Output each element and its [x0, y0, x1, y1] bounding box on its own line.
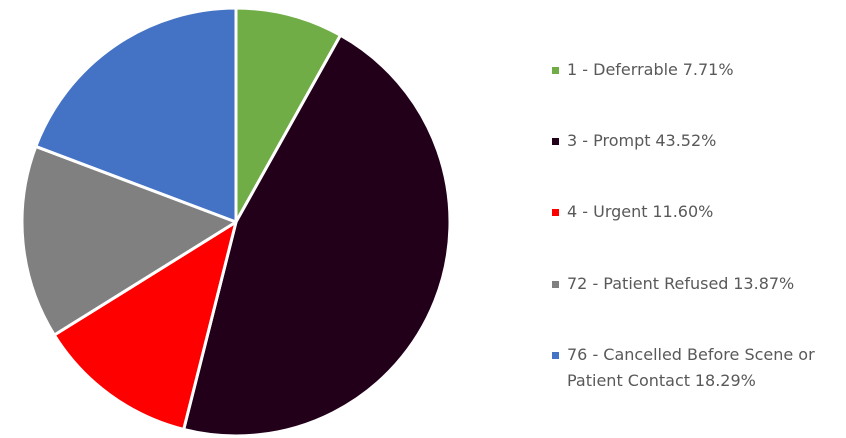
legend-item: 3 - Prompt 43.52%	[552, 128, 842, 154]
legend-label: 1 - Deferrable	[567, 60, 678, 79]
legend-swatch	[552, 67, 559, 74]
legend-label: 4 - Urgent	[567, 202, 648, 221]
legend-value: 13.87%	[733, 274, 795, 293]
pie-slice	[52, 220, 238, 432]
legend-value: 7.71%	[682, 60, 734, 79]
legend-text: 4 - Urgent 11.60%	[567, 199, 837, 225]
legend-label: 76 - Cancelled Before Scene or Patient C…	[567, 345, 815, 390]
legend-label: 72 - Patient Refused	[567, 274, 729, 293]
pie-slice	[20, 144, 238, 337]
legend-text: 1 - Deferrable 7.71%	[567, 57, 837, 83]
legend-item: 4 - Urgent 11.60%	[552, 199, 842, 225]
legend-text: 72 - Patient Refused 13.87%	[567, 271, 837, 297]
legend-swatch	[552, 281, 559, 288]
legend-value: 18.29%	[694, 371, 756, 390]
legend-value: 11.60%	[652, 202, 714, 221]
pie-slice	[182, 33, 452, 438]
pie-slice	[234, 6, 342, 224]
pie-slice	[34, 6, 238, 224]
legend-item: 76 - Cancelled Before Scene or Patient C…	[552, 342, 842, 394]
legend-text: 76 - Cancelled Before Scene or Patient C…	[567, 342, 817, 394]
legend-label: 3 - Prompt	[567, 131, 651, 150]
legend-item: 1 - Deferrable 7.71%	[552, 57, 842, 83]
legend-swatch	[552, 209, 559, 216]
legend-swatch	[552, 352, 559, 359]
legend-text: 3 - Prompt 43.52%	[567, 128, 837, 154]
legend-value: 43.52%	[655, 131, 717, 150]
legend-item: 72 - Patient Refused 13.87%	[552, 271, 842, 297]
legend-swatch	[552, 138, 559, 145]
